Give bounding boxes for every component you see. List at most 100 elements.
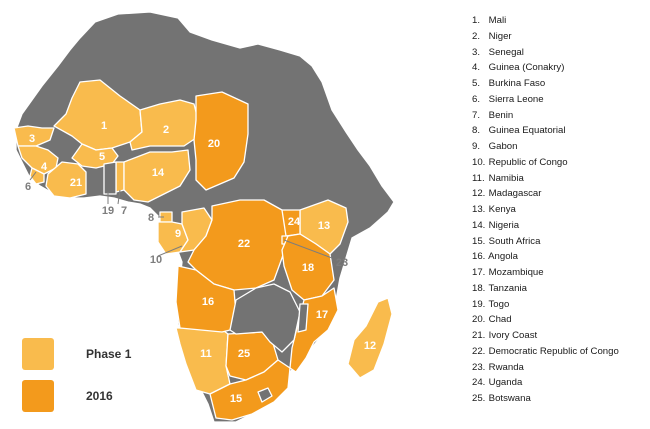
country-name: Ivory Coast: [488, 330, 538, 341]
map-label-7: 7: [121, 205, 127, 217]
country-name: Madagascar: [488, 188, 542, 200]
map-label-20: 20: [208, 138, 220, 150]
country-number: 1.: [472, 15, 481, 26]
country-number: 9.: [472, 141, 481, 152]
map-label-11: 11: [200, 348, 212, 360]
country-list-item: 3. Senegal: [472, 45, 619, 61]
country-number: 11.: [472, 172, 485, 184]
map-label-3: 3: [29, 133, 35, 145]
map-label-17: 17: [316, 309, 328, 321]
country-list-item: 17. Mozambique: [472, 265, 619, 281]
country-list-item: 22. Democratic Republic of Congo: [472, 344, 619, 360]
country-name: Senegal: [488, 46, 524, 58]
legend-label-2016: 2016: [86, 389, 113, 403]
country-name: Namibia: [488, 172, 524, 184]
legend-swatch-phase1: [22, 338, 54, 370]
country-number: 14.: [472, 219, 486, 231]
country-name: Uganda: [488, 377, 523, 389]
map-label-2: 2: [163, 124, 169, 136]
map-label-15: 15: [230, 393, 242, 405]
country-name: Republic of Congo: [488, 156, 568, 168]
country-number: 4.: [472, 62, 481, 74]
map-label-19: 19: [102, 205, 114, 217]
country-number: 15.: [472, 235, 486, 247]
map-label-9: 9: [175, 228, 181, 240]
country-number: 18.: [472, 282, 486, 294]
region-2-niger: [129, 99, 199, 151]
country-name: Sierra Leone: [488, 93, 544, 105]
country-number: 22.: [472, 345, 486, 357]
region-7-benin: [115, 161, 125, 193]
country-list-item: 20. Chad: [472, 312, 619, 328]
country-list-item: 7. Benin: [472, 108, 619, 124]
region-grey-malawi: [297, 303, 309, 333]
country-number: 19.: [472, 298, 486, 310]
country-name: Niger: [488, 30, 512, 42]
region-12-madagascar: [347, 297, 393, 379]
region-grey-zambia-zimbabwe: [229, 283, 301, 353]
map-label-13: 13: [318, 220, 330, 232]
map-label-14: 14: [152, 167, 165, 179]
region-22-drc: [187, 199, 291, 291]
country-number: 25.: [472, 393, 486, 404]
country-number: 16.: [472, 251, 486, 263]
country-list-item: 2. Niger: [472, 29, 619, 45]
country-name: Rwanda: [488, 361, 524, 373]
map-label-22: 22: [238, 238, 250, 250]
country-list-item: 1. Mali: [472, 13, 619, 29]
map-label-25: 25: [238, 348, 250, 360]
country-list-item: 19. Togo: [472, 297, 619, 313]
country-number: 2.: [472, 30, 481, 42]
country-number: 12.: [472, 188, 486, 200]
country-name: Burkina Faso: [488, 78, 546, 89]
map-label-4: 4: [41, 161, 48, 173]
country-name: Togo: [488, 298, 510, 310]
map-label-1: 1: [101, 120, 107, 132]
country-list-item: 12. Madagascar: [472, 186, 619, 202]
region-15-south-africa: [209, 359, 291, 421]
country-list-item: 4. Guinea (Conakry): [472, 60, 619, 76]
country-list-item: 11. Namibia: [472, 171, 619, 187]
region-6-sierra-leone: [29, 167, 45, 185]
country-number: 10.: [472, 156, 486, 168]
country-number: 24.: [472, 377, 486, 389]
country-list-item: 18. Tanzania: [472, 281, 619, 297]
map-label-23: 23: [336, 257, 348, 269]
country-name: Gabon: [488, 141, 518, 152]
region-20-chad: [193, 91, 249, 191]
country-list-item: 13. Kenya: [472, 202, 619, 218]
country-list-item: 24. Uganda: [472, 375, 619, 391]
country-number: 5.: [472, 78, 481, 89]
region-14-nigeria: [123, 149, 191, 203]
region-grey-lesotho: [257, 387, 273, 403]
country-list-item: 14. Nigeria: [472, 218, 619, 234]
country-name: Kenya: [488, 204, 516, 215]
country-list-item: 10. Republic of Congo: [472, 155, 619, 171]
country-list-item: 25. Botswana: [472, 391, 619, 407]
map-label-24: 24: [288, 216, 301, 228]
country-name: Mali: [488, 15, 507, 26]
country-number: 17.: [472, 267, 486, 278]
country-name: Tanzania: [488, 282, 527, 294]
country-list-item: 15. South Africa: [472, 234, 619, 250]
country-list-item: 23. Rwanda: [472, 360, 619, 376]
map-label-21: 21: [70, 177, 82, 189]
region-19-togo: [103, 161, 117, 195]
legend-swatch-2016: [22, 380, 54, 412]
country-list: 1. Mali 2. Niger 3. Senegal 4. Guinea (Cona…: [472, 13, 619, 407]
map-label-18: 18: [302, 262, 314, 274]
country-name: Guinea (Conakry): [488, 62, 565, 74]
country-number: 13.: [472, 204, 486, 215]
country-name: Nigeria: [488, 219, 520, 231]
country-number: 3.: [472, 46, 481, 58]
country-list-item: 5. Burkina Faso: [472, 76, 619, 92]
country-number: 6.: [472, 93, 481, 105]
map-label-16: 16: [202, 296, 214, 308]
country-number: 21.: [472, 330, 486, 341]
map-label-10: 10: [150, 254, 162, 266]
country-list-item: 16. Angola: [472, 249, 619, 265]
map-label-5: 5: [99, 151, 105, 163]
region-21-ivory-coast: [45, 161, 87, 199]
country-name: South Africa: [488, 235, 541, 247]
country-list-item: 6. Sierra Leone: [472, 92, 619, 108]
